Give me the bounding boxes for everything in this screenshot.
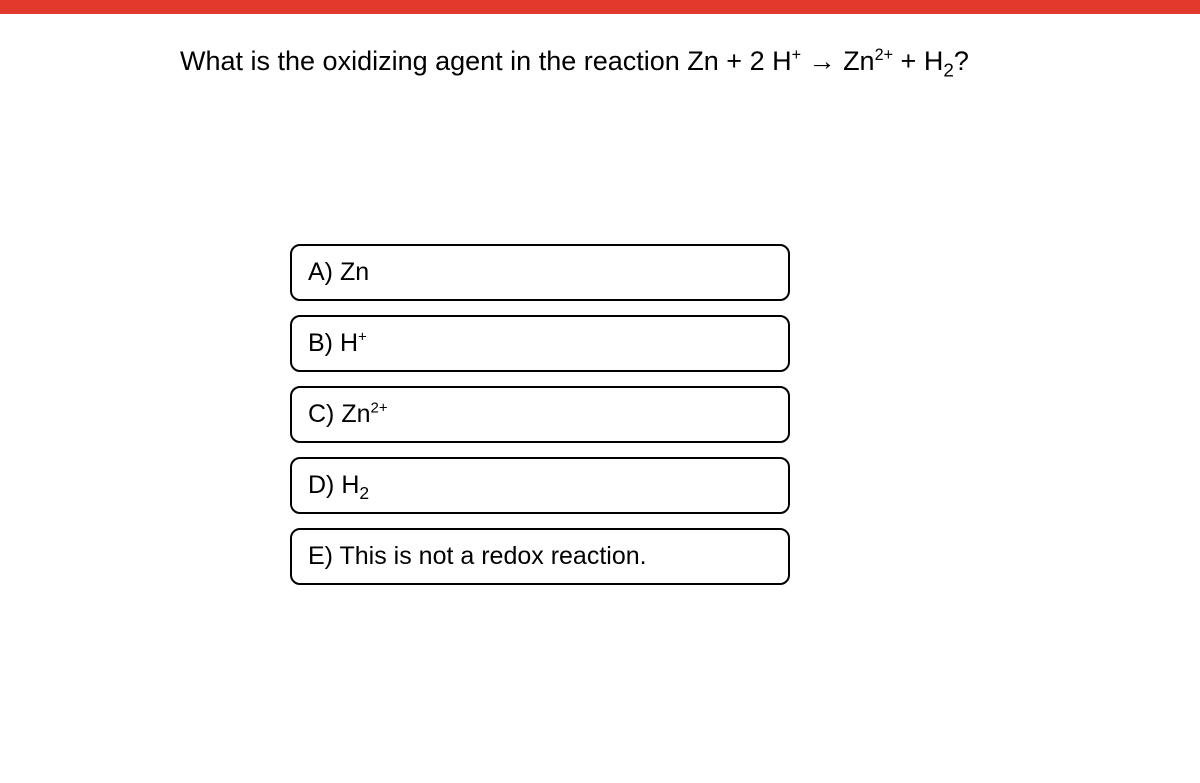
question-text: What is the oxidizing agent in the react…: [180, 44, 1000, 79]
options-list: A) Zn B) H+ C) Zn2+ D) H2 E) This is not…: [290, 244, 790, 585]
option-b[interactable]: B) H+: [290, 315, 790, 372]
option-a[interactable]: A) Zn: [290, 244, 790, 301]
option-d[interactable]: D) H2: [290, 457, 790, 514]
top-accent-bar: [0, 0, 1200, 14]
question-container: What is the oxidizing agent in the react…: [0, 14, 1000, 79]
option-e[interactable]: E) This is not a redox reaction.: [290, 528, 790, 585]
option-c[interactable]: C) Zn2+: [290, 386, 790, 443]
